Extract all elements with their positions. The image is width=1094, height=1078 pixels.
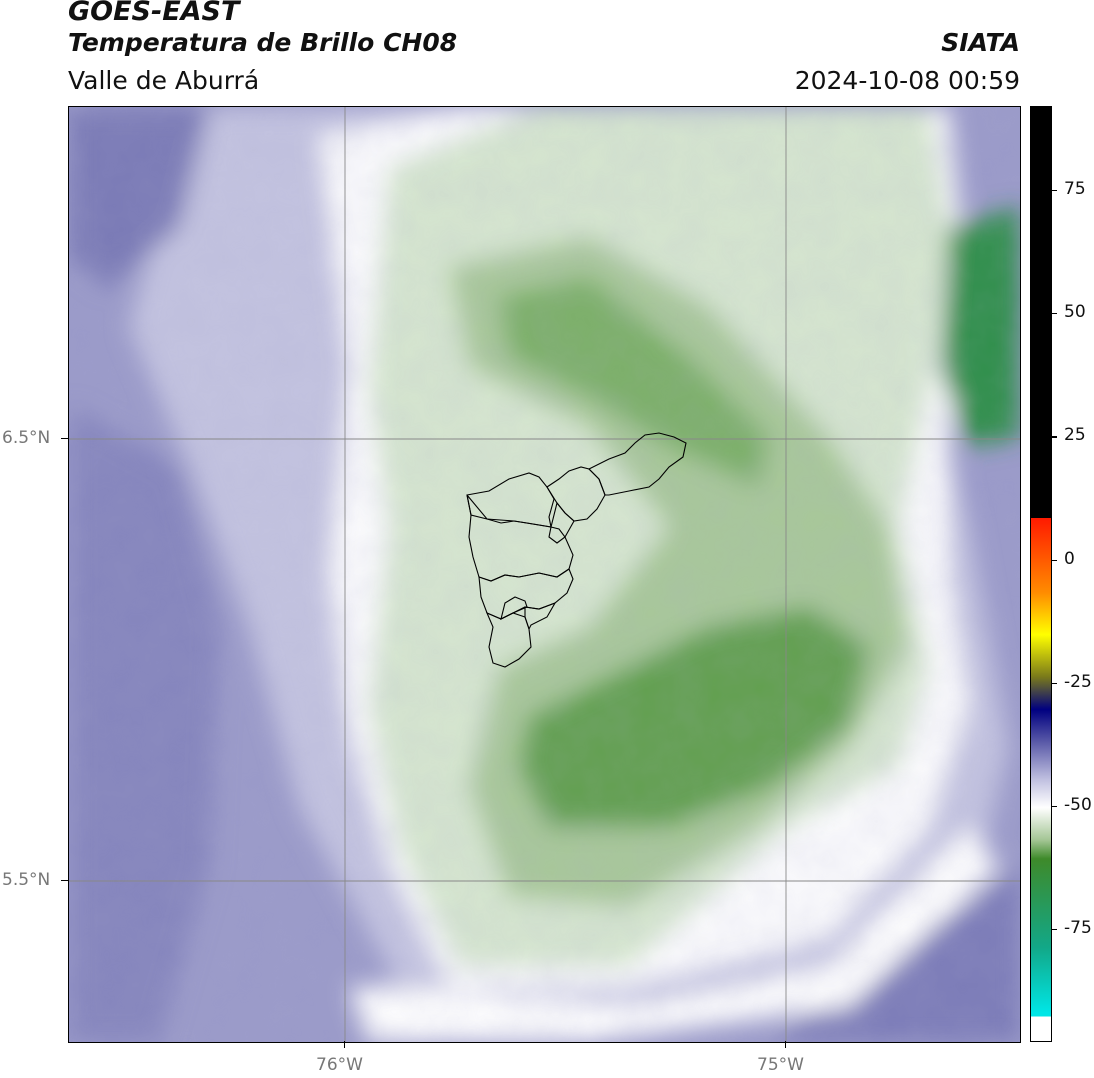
lon-label-76w: 76°W bbox=[316, 1055, 363, 1075]
gridlines bbox=[69, 107, 1020, 1042]
lon-tick bbox=[344, 1041, 346, 1048]
colorbar-tick bbox=[1051, 313, 1057, 315]
municipal-boundaries bbox=[466, 432, 687, 668]
colorbar-tick bbox=[1051, 682, 1057, 684]
lat-label-5-5: 5.5°N bbox=[2, 870, 51, 890]
colorbar-tick bbox=[1051, 190, 1057, 192]
lat-label-6-5: 6.5°N bbox=[2, 428, 51, 448]
product-title: Temperatura de Brillo CH08 bbox=[68, 28, 458, 57]
lon-label-75w: 75°W bbox=[757, 1055, 804, 1075]
colorbar bbox=[1030, 106, 1052, 1042]
brightness-temperature-map[interactable] bbox=[68, 106, 1021, 1043]
lat-tick bbox=[61, 438, 68, 440]
colorbar-tick-label: 75 bbox=[1064, 179, 1086, 199]
lat-tick bbox=[61, 880, 68, 882]
colorbar-tick-label: -50 bbox=[1064, 794, 1092, 815]
satellite-title: GOES-EAST bbox=[68, 0, 240, 27]
colorbar-tick-label: -25 bbox=[1064, 671, 1092, 692]
colorbar-tick-label: 25 bbox=[1064, 425, 1086, 446]
region-label: Valle de Aburrá bbox=[68, 66, 260, 95]
colorbar-tick bbox=[1051, 805, 1057, 808]
timestamp-label: 2024-10-08 00:59 bbox=[794, 66, 1020, 95]
colorbar-tick-label: 0 bbox=[1064, 548, 1075, 569]
colorbar-tick-label: -75 bbox=[1064, 918, 1092, 938]
colorbar-tick-label: 50 bbox=[1064, 302, 1086, 323]
lon-tick bbox=[785, 1041, 787, 1048]
colorbar-tick bbox=[1051, 436, 1057, 438]
agency-label: SIATA bbox=[941, 28, 1020, 57]
colorbar-tick bbox=[1051, 559, 1057, 561]
colorbar-tick bbox=[1051, 929, 1057, 931]
